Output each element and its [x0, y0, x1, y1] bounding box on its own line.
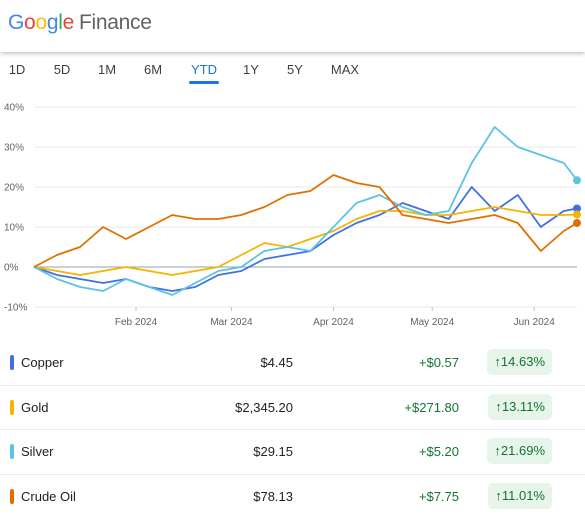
- series-endpoint-gold: [573, 210, 581, 219]
- asset-price: $4.45: [260, 355, 293, 370]
- y-tick-label: 0%: [4, 263, 19, 274]
- logo-letter: e: [62, 11, 75, 34]
- active-tab-indicator: [189, 81, 219, 84]
- tab-6m[interactable]: 6M: [143, 62, 163, 77]
- series-color-swatch: [10, 355, 14, 370]
- asset-row[interactable]: Gold $2,345.20 +$271.80 ↑13.11%: [0, 386, 585, 430]
- y-tick-label: 30%: [4, 143, 24, 154]
- series-endpoint-copper: [573, 204, 581, 213]
- x-tick-label: Apr 2024: [313, 317, 354, 328]
- google-finance-logo[interactable]: Google Finance: [8, 11, 152, 35]
- asset-name: Silver: [21, 444, 54, 459]
- x-tick-label: Feb 2024: [115, 317, 158, 328]
- series-color-swatch: [10, 399, 14, 415]
- asset-row[interactable]: Copper $4.45 +$0.57 ↑14.63%: [0, 341, 585, 386]
- price-chart: 40% 30% 20% 10% 0% -10% Feb 2024 Mar 2024 Apr 20…: [4, 103, 581, 328]
- y-tick-label: 10%: [4, 223, 24, 234]
- logo-product: Finance: [78, 11, 152, 34]
- asset-change: +$7.75: [418, 488, 459, 504]
- asset-name: Gold: [21, 399, 49, 415]
- series-line-copper: [33, 186, 578, 292]
- y-tick-label: -10%: [4, 303, 27, 314]
- asset-price: $78.13: [253, 488, 293, 504]
- tab-1d[interactable]: 1D: [8, 62, 26, 77]
- asset-row[interactable]: Silver $29.15 +$5.20 ↑21.69%: [0, 430, 585, 475]
- series-endpoint-crude-oil: [573, 218, 581, 227]
- percent-change-badge: ↑21.69%: [487, 438, 552, 464]
- asset-list: Copper $4.45 +$0.57 ↑14.63% Gold $2,345.20 +$2…: [0, 341, 585, 518]
- series-line-silver: [33, 126, 578, 296]
- y-tick-label: 40%: [4, 103, 24, 114]
- tab-1y[interactable]: 1Y: [243, 62, 259, 77]
- series-color-swatch: [10, 488, 14, 504]
- y-tick-label: 20%: [4, 183, 24, 194]
- series-color-swatch: [10, 444, 14, 459]
- x-tick-label: Jun 2024: [514, 317, 556, 328]
- percent-change-badge: ↑14.63%: [487, 349, 552, 375]
- percent-change-badge: ↑13.11%: [488, 393, 552, 420]
- tab-5y[interactable]: 5Y: [287, 62, 303, 77]
- percent-change-badge: ↑11.01%: [488, 482, 552, 509]
- asset-change: +$271.80: [404, 399, 459, 415]
- series-line-crude-oil: [33, 174, 578, 268]
- tab-ytd[interactable]: YTD: [189, 62, 219, 84]
- tab-5d[interactable]: 5D: [53, 62, 71, 77]
- app-header: Google Finance: [0, 0, 585, 52]
- tab-1m[interactable]: 1M: [97, 62, 117, 77]
- logo-letter: o: [35, 11, 47, 34]
- asset-price: $29.15: [253, 444, 293, 459]
- series-endpoint-silver: [573, 176, 581, 185]
- logo-letter: l: [58, 11, 63, 34]
- asset-change: +$5.20: [418, 444, 459, 459]
- x-tick-label: May 2024: [410, 317, 454, 328]
- asset-change: +$0.57: [418, 355, 459, 370]
- x-tick-label: Mar 2024: [210, 317, 253, 328]
- asset-name: Copper: [21, 355, 64, 370]
- logo-letter: G: [8, 11, 25, 34]
- asset-price: $2,345.20: [235, 399, 293, 415]
- logo-letter: g: [46, 11, 59, 34]
- asset-row[interactable]: Crude Oil $78.13 +$7.75 ↑11.01%: [0, 475, 585, 519]
- series-line-gold: [33, 206, 578, 276]
- logo-letter: o: [24, 11, 36, 34]
- asset-name: Crude Oil: [21, 488, 76, 504]
- logo-wordmark: Google: [8, 11, 74, 34]
- tab-max[interactable]: MAX: [330, 62, 360, 77]
